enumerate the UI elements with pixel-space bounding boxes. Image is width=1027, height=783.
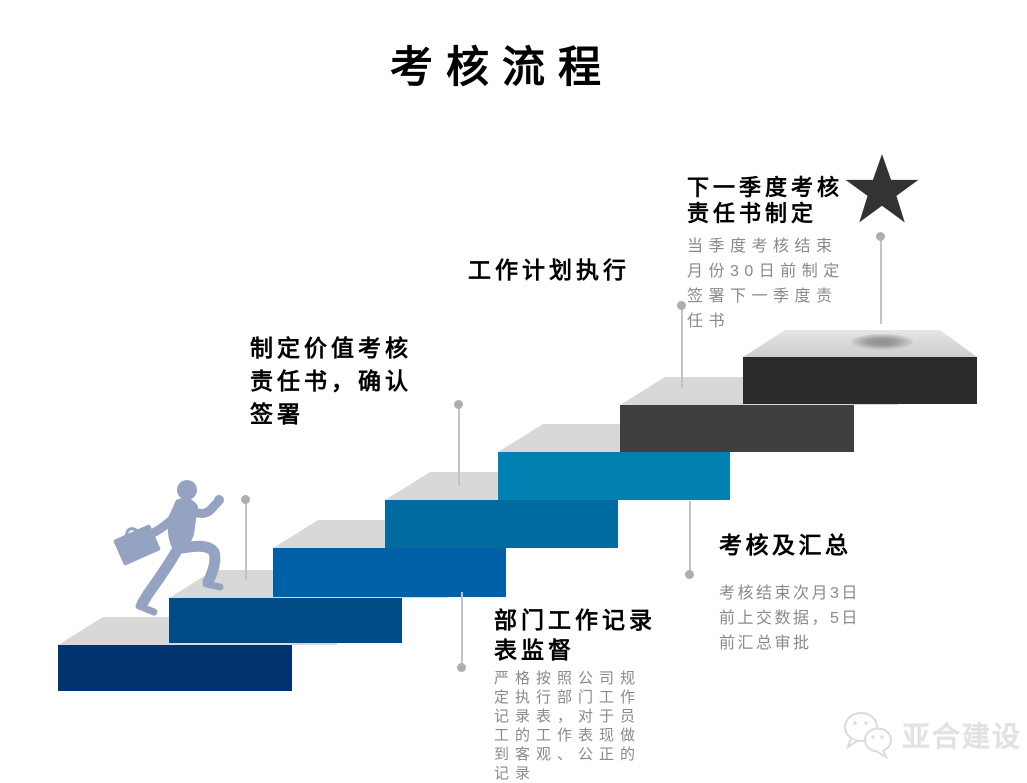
page-title: 考核流程: [390, 44, 614, 92]
stage-title: 考核及汇总: [719, 532, 852, 558]
connector-dot: [457, 663, 466, 672]
brand-name: 亚合建设: [902, 721, 1023, 752]
connector-line: [681, 309, 683, 388]
stair-step-3: [273, 548, 506, 597]
connector-dot: [454, 400, 463, 409]
connector-line: [689, 501, 691, 573]
stage-work-plan-execution: 工作计划执行: [468, 251, 630, 285]
star-icon: [845, 154, 919, 223]
connector-line: [880, 240, 882, 324]
stair-step-2: [169, 598, 402, 643]
stair-platform: [743, 357, 977, 404]
businessman-climbing-icon: [113, 480, 224, 616]
watermark: 亚合建设: [840, 708, 1022, 762]
connector-dot: [241, 495, 250, 504]
stair-step-6: [620, 405, 854, 452]
stage-description: 考核结束次月3日 前上交数据，5日 前汇总审批: [719, 585, 860, 652]
stage-dept-record-supervision: 部门工作记录 表监督 严格按照公司规 定执行部门工作 记录表，对于员 工的工作表…: [494, 605, 656, 783]
stage-title: 工作计划执行: [468, 257, 630, 283]
stage-title: 下一季度考核 责任书制定: [687, 175, 844, 226]
stage-description: 严格按照公司规 定执行部门工作 记录表，对于员 工的工作表现做 到客观、公正的 …: [494, 670, 642, 782]
connector-dot: [876, 232, 885, 241]
briefcase-icon: [113, 524, 161, 566]
connector-line: [461, 592, 463, 666]
connector-dot: [677, 301, 686, 310]
connector-line: [458, 408, 460, 486]
stair-step-1: [58, 645, 292, 691]
businessman-silhouette: [113, 480, 224, 616]
stage-title: 部门工作记录 表监督: [494, 607, 656, 663]
connector-dot: [685, 570, 694, 579]
connector-line: [245, 503, 247, 580]
stage-sign-responsibility: 制定价值考核 责任书，确认 签署: [250, 332, 412, 431]
stair-step-4: [385, 500, 618, 548]
platform-hole: [851, 334, 913, 350]
stair-step-5: [498, 452, 730, 500]
stage-assessment-summary: 考核及汇总 考核结束次月3日 前上交数据，5日 前汇总审批: [719, 526, 860, 656]
stage-description: 当季度考核结束 月份30日前制定 签署下一季度责 任书: [687, 238, 845, 330]
wechat-icon: [844, 712, 892, 760]
stage-next-quarter-responsibility: 下一季度考核 责任书制定 当季度考核结束 月份30日前制定 签署下一季度责 任书: [687, 175, 872, 334]
stage-title: 制定价值考核 责任书，确认 签署: [250, 335, 412, 427]
